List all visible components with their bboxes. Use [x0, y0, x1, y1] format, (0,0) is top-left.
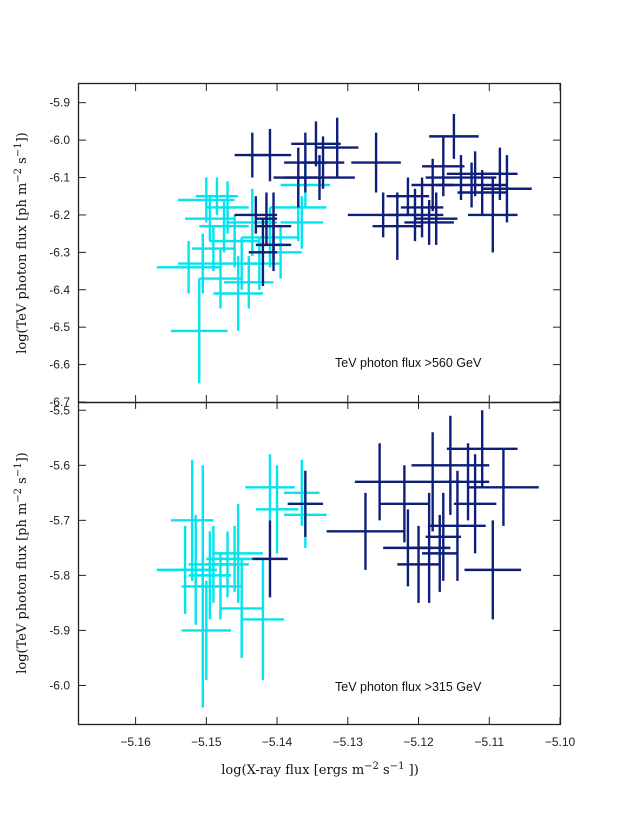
top-errorbar-point	[351, 132, 401, 193]
bottom-errorbar-point	[181, 580, 232, 680]
bottom-panel-y-axis-label: log(TeV photon flux [ph m−2 s−1])	[13, 452, 30, 674]
top-panel: -6.7 -6.6 -6.5 -6.4 -6.3 -6.2 -6.1 -6.0 -5.9 TeV…	[13, 82, 562, 409]
bottom-panel-errorbars	[156, 410, 539, 708]
bottom-panel-annotation: TeV photon flux >315 GeV	[335, 680, 482, 694]
top-errorbar-point	[436, 162, 507, 208]
x-axis-label: log(X-ray flux [ergs m−2 s−1 ])	[221, 761, 419, 778]
bottom-series-navy	[252, 410, 539, 620]
top-errorbar-point	[414, 192, 458, 245]
top-errorbar-point	[206, 181, 249, 234]
top-y-tick-label: -6.7	[49, 395, 70, 409]
top-panel-y-ticks: -6.7 -6.6 -6.5 -6.4 -6.3 -6.2 -6.1 -6.0 -5.9	[49, 96, 560, 409]
x-tick-label: −5.14	[262, 735, 293, 749]
top-errorbar-point	[241, 207, 299, 268]
bottom-y-tick-label: -5.8	[49, 568, 70, 582]
top-series-navy	[234, 113, 532, 287]
top-errorbar-point	[386, 188, 444, 242]
top-errorbar-point	[291, 121, 341, 167]
top-errorbar-point	[280, 196, 324, 249]
top-y-tick-label: -6.1	[49, 171, 70, 185]
bottom-errorbar-point	[397, 525, 440, 603]
top-errorbar-point	[422, 136, 465, 197]
bottom-series-cyan	[156, 454, 327, 708]
bottom-y-tick-label: -6.0	[49, 678, 70, 692]
top-panel-errorbars	[156, 113, 532, 384]
top-y-tick-label: -6.0	[49, 133, 70, 147]
bottom-errorbar-point	[213, 503, 263, 603]
top-y-tick-label: -6.3	[49, 245, 70, 259]
bottom-errorbar-point	[425, 492, 461, 581]
top-panel-annotation: TeV photon flux >560 GeV	[335, 356, 482, 370]
top-errorbar-point	[199, 199, 249, 253]
bottom-y-tick-label: -5.6	[49, 458, 70, 472]
bottom-errorbar-point	[464, 520, 522, 620]
top-errorbar-point	[482, 147, 518, 200]
top-errorbar-point	[224, 256, 274, 309]
top-errorbar-point	[199, 248, 242, 309]
bottom-errorbar-point	[453, 454, 497, 554]
bottom-errorbar-point	[379, 465, 430, 543]
x-tick-label: −5.16	[120, 735, 151, 749]
top-panel-x-ticks	[135, 84, 561, 402]
bottom-errorbar-point	[422, 514, 458, 592]
bottom-panel-frame	[77, 401, 562, 726]
top-y-tick-label: -6.5	[49, 320, 70, 334]
bottom-y-tick-label: -5.9	[49, 623, 70, 637]
top-errorbar-point	[192, 226, 235, 272]
top-panel-y-axis-label: log(TeV photon flux [ph m−2 s−1])	[13, 132, 30, 354]
top-errorbar-point	[248, 128, 292, 182]
top-errorbar-point	[170, 278, 228, 384]
x-tick-label: −5.13	[333, 735, 364, 749]
bottom-errorbar-point	[170, 459, 214, 581]
x-tick-label: −5.15	[191, 735, 222, 749]
top-errorbar-point	[156, 241, 221, 294]
bottom-panel-x-ticks: −5.16 −5.15 −5.14 −5.13 −5.12 −5.11 −5.10	[120, 402, 576, 749]
bottom-errorbar-point	[241, 558, 285, 680]
bottom-errorbar-point	[326, 492, 405, 570]
top-errorbar-point	[468, 177, 518, 253]
x-tick-label: −5.12	[403, 735, 434, 749]
top-y-tick-label: -5.9	[49, 96, 70, 110]
top-errorbar-point	[404, 199, 454, 245]
top-errorbar-point	[315, 117, 359, 178]
bottom-y-tick-label: -5.7	[49, 513, 70, 527]
bottom-errorbar-point	[468, 448, 539, 526]
bottom-panel-y-ticks: -6.0 -5.9 -5.8 -5.7 -5.6 -5.5	[49, 403, 560, 692]
top-errorbar-point	[213, 256, 263, 331]
bottom-errorbar-point	[252, 520, 288, 598]
top-errorbar-point	[195, 177, 239, 215]
bottom-y-tick-label: -5.5	[49, 403, 70, 417]
bottom-errorbar-point	[255, 465, 299, 554]
top-errorbar-point	[429, 113, 479, 159]
bottom-errorbar-point	[446, 410, 518, 488]
bottom-panel: -6.0 -5.9 -5.8 -5.7 -5.6 -5.5 −5.16 −5.15 −5.14…	[13, 401, 576, 749]
x-tick-label: −5.10	[545, 735, 576, 749]
top-errorbar-point	[255, 218, 292, 272]
top-y-tick-label: -6.6	[49, 358, 70, 372]
x-tick-label: −5.11	[475, 735, 505, 749]
top-errorbar-point	[234, 196, 278, 234]
top-errorbar-point	[482, 155, 532, 223]
top-y-tick-label: -6.2	[49, 208, 70, 222]
bottom-errorbar-point	[354, 443, 405, 521]
bottom-errorbar-point	[220, 558, 263, 658]
top-y-tick-label: -6.4	[49, 283, 70, 297]
bottom-errorbar-point	[287, 470, 324, 537]
bottom-errorbar-point	[188, 531, 232, 620]
